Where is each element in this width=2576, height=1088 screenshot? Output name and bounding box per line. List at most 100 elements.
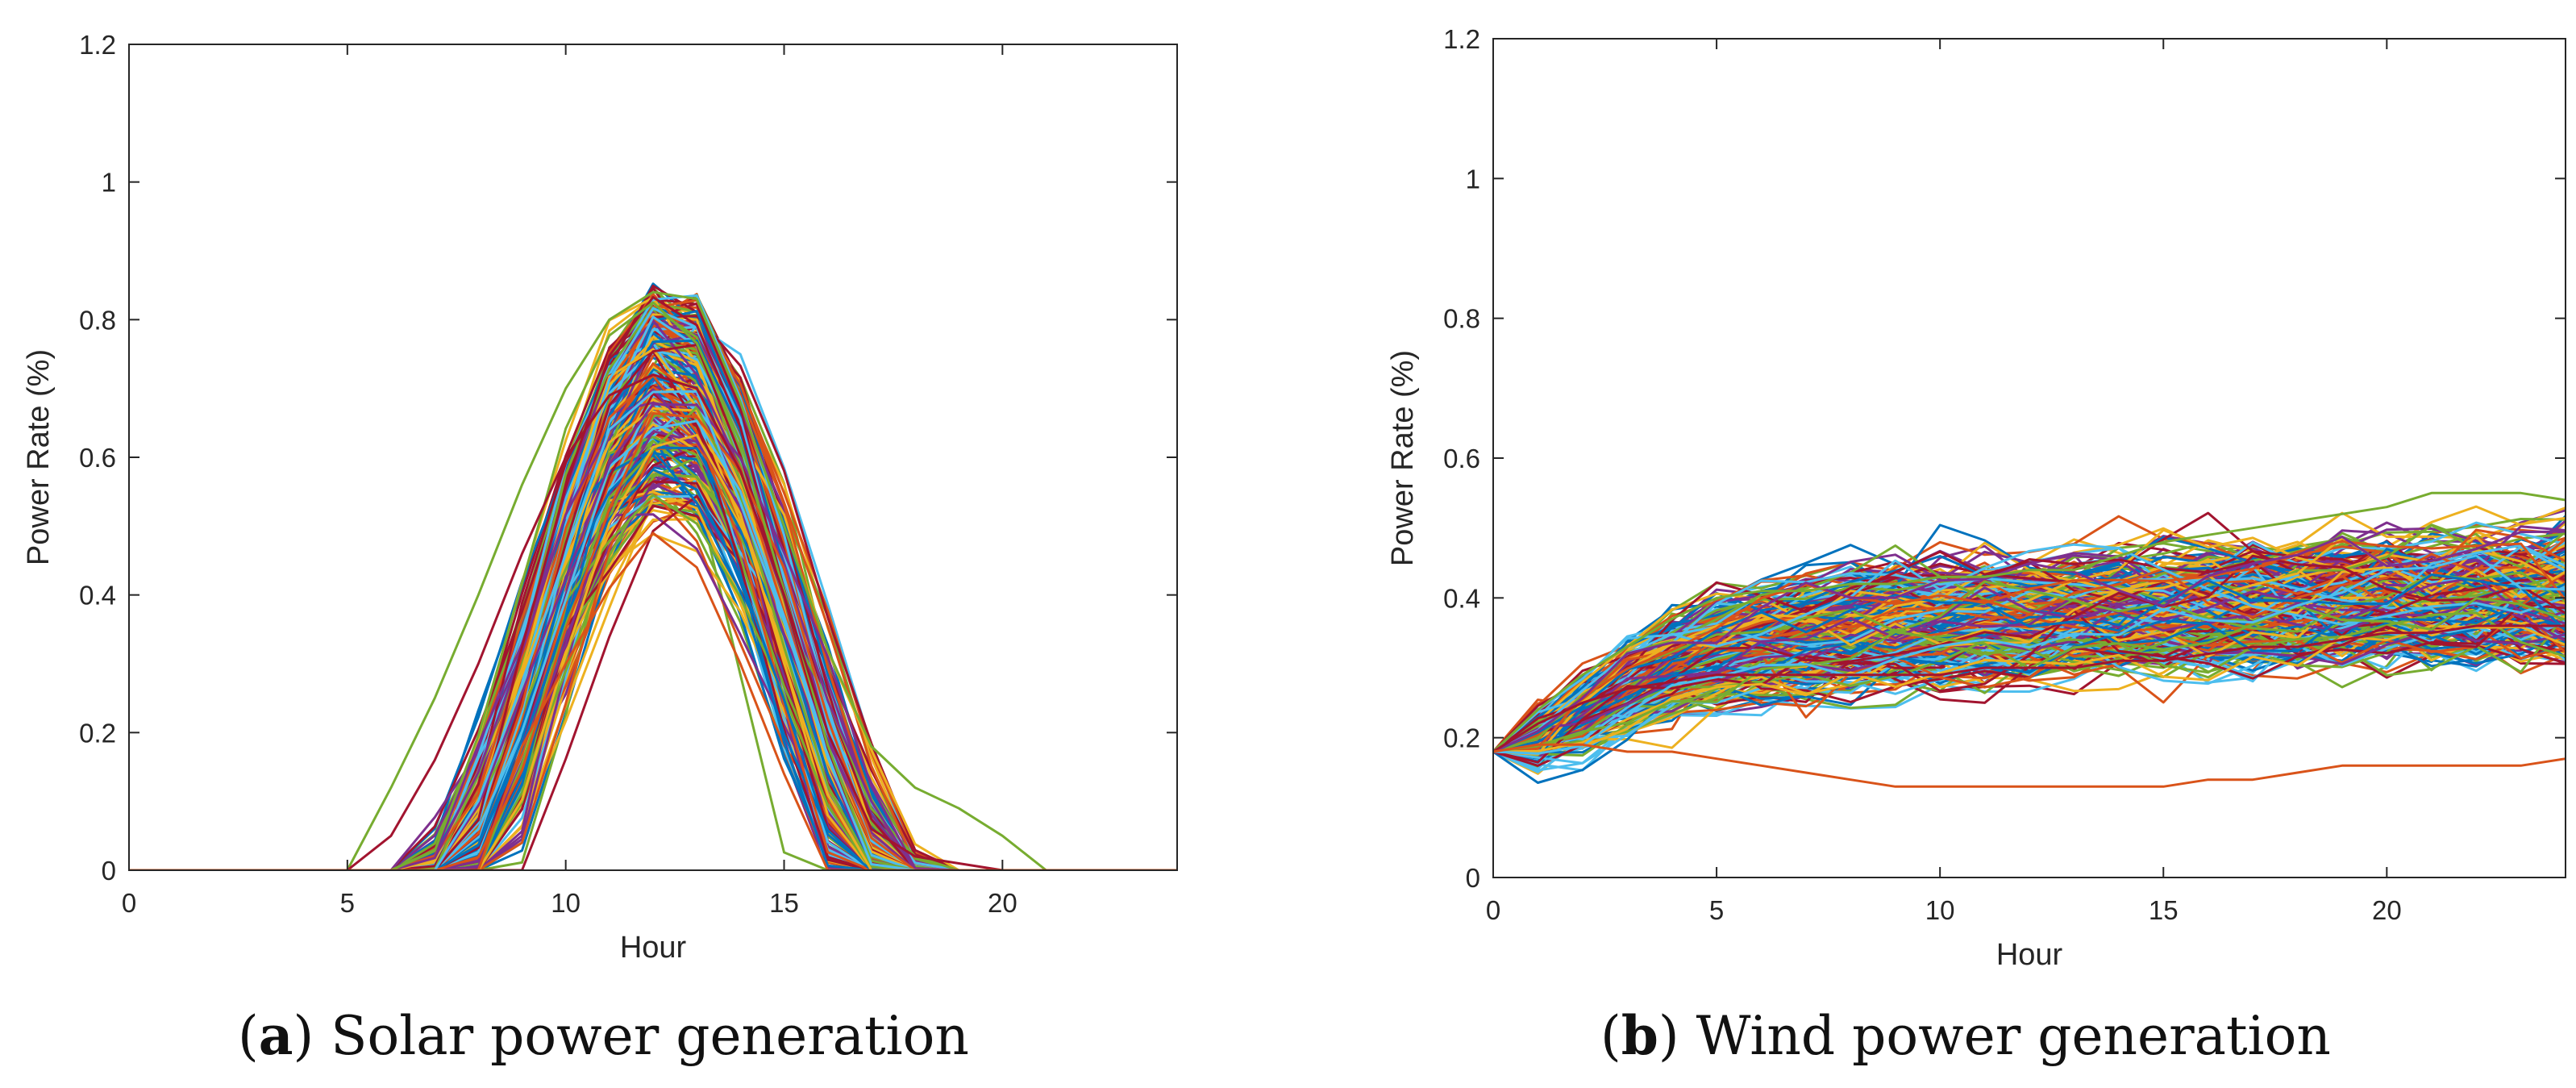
solar-y-tick-label: 1.2: [79, 30, 116, 60]
wind-chart: 0 5 10 15 20 0 0.2 0.4 0.6 0.8 1 1.2 Hour Power Rate …: [1386, 24, 2566, 972]
solar-series-line: [129, 410, 1177, 870]
solar-series-line: [129, 497, 1177, 870]
solar-series-line: [129, 285, 1177, 870]
wind-y-tick-label: 0.4: [1443, 583, 1480, 613]
solar-series-line: [129, 390, 1177, 870]
solar-series-line: [129, 430, 1177, 870]
wind-y-tick-label: 0: [1466, 863, 1480, 893]
solar-series-line: [129, 402, 1177, 870]
solar-y-tick-label: 0: [102, 856, 116, 886]
caption-solar-text: Solar power generation: [331, 1005, 969, 1067]
wind-x-tick-label: 15: [2149, 895, 2179, 925]
solar-series-line: [129, 494, 1177, 870]
solar-series-line: [129, 513, 1177, 870]
wind-series-line: [1493, 598, 2566, 753]
solar-series-line: [129, 509, 1177, 870]
caption-wind-text: Wind power generation: [1696, 1005, 2331, 1067]
wind-series-line: [1493, 540, 2566, 753]
solar-typical-profile-line: [129, 373, 1177, 870]
solar-series-line: [129, 296, 1177, 870]
solar-series-line: [129, 301, 1177, 870]
wind-series-line: [1493, 554, 2566, 755]
solar-series-line: [129, 456, 1177, 870]
solar-series-line: [129, 494, 1177, 870]
solar-series-line: [129, 398, 1177, 870]
solar-series-line: [129, 406, 1177, 870]
solar-series-line: [129, 365, 1177, 870]
solar-series-line: [129, 331, 1177, 870]
wind-typical-profile-line: [1493, 624, 2566, 753]
wind-series-line: [1493, 624, 2566, 753]
solar-series-line: [129, 319, 1177, 870]
wind-y-tick-label: 0.2: [1443, 723, 1480, 753]
wind-plot-background: [1493, 39, 2566, 877]
solar-series-line: [129, 339, 1177, 870]
solar-series-line: [129, 339, 1177, 870]
wind-y-tick-label: 1.2: [1443, 24, 1480, 54]
solar-series-line: [129, 518, 1177, 870]
solar-series-line: [129, 440, 1177, 870]
solar-series-line: [129, 392, 1177, 870]
solar-series-line: [129, 401, 1177, 870]
solar-series-line: [129, 494, 1177, 870]
solar-series-line: [129, 311, 1177, 870]
solar-lowest-profile-line: [129, 531, 1177, 870]
solar-series-line: [129, 482, 1177, 870]
solar-y-tick-label: 0.6: [79, 443, 116, 473]
wind-x-tick-label: 0: [1486, 895, 1500, 925]
solar-x-tick-label: 20: [988, 888, 1017, 918]
wind-y-tick-label: 0.6: [1443, 444, 1480, 473]
solar-series-line: [129, 338, 1177, 870]
caption-wind: (b) Wind power generation: [1600, 1004, 2331, 1067]
solar-series-line: [129, 344, 1177, 870]
solar-series-line: [129, 432, 1177, 870]
wind-series-line: [1493, 530, 2566, 753]
solar-x-axis-label: Hour: [620, 931, 687, 965]
caption-solar-tag: a: [258, 1004, 293, 1067]
solar-series-line: [129, 315, 1177, 870]
solar-series-line: [129, 452, 1177, 870]
wind-series-line: [1493, 594, 2566, 753]
solar-y-tick-label: 1: [102, 168, 116, 198]
wind-series-line: [1493, 548, 2566, 753]
wind-highest-profile-line: [1493, 491, 2566, 753]
wind-y-tick-label: 1: [1466, 164, 1480, 194]
wind-y-tick-label: 0.8: [1443, 304, 1480, 334]
solar-series-line: [129, 385, 1177, 870]
solar-y-tick-label: 0.8: [79, 305, 116, 335]
wind-x-axis-label: Hour: [1996, 938, 2063, 972]
solar-series-line: [129, 313, 1177, 870]
solar-series-line: [129, 453, 1177, 870]
solar-series-line: [129, 306, 1177, 870]
solar-y-tick-label: 0.4: [79, 581, 116, 611]
wind-x-tick-label: 10: [1925, 895, 1955, 925]
wind-series-line: [1493, 602, 2566, 753]
solar-series-line: [129, 282, 1177, 870]
solar-series-line: [129, 433, 1177, 870]
solar-series-line: [129, 368, 1177, 870]
solar-series-line: [129, 386, 1177, 870]
solar-series-line: [129, 490, 1177, 870]
solar-series-line: [129, 319, 1177, 870]
wind-series-line: [1493, 582, 2566, 753]
wind-series-line: [1493, 573, 2566, 753]
wind-x-tick-label: 5: [1709, 895, 1724, 925]
solar-series-line: [129, 469, 1177, 870]
solar-y-tick-label: 0.2: [79, 718, 116, 748]
solar-series-line: [129, 326, 1177, 870]
wind-y-axis-label: Power Rate (%): [1386, 350, 1420, 566]
solar-series-line: [129, 407, 1177, 870]
wind-lowest-profile-line: [1493, 743, 2566, 788]
solar-series-line: [129, 459, 1177, 870]
solar-x-tick-label: 5: [340, 888, 355, 918]
solar-x-tick-label: 0: [122, 888, 136, 918]
solar-series-group: [129, 282, 1177, 870]
caption-wind-tag: b: [1621, 1004, 1658, 1067]
solar-series-line: [129, 468, 1177, 870]
solar-highest-profile-line: [129, 290, 1177, 870]
solar-series-line: [129, 436, 1177, 870]
solar-series-line: [129, 388, 1177, 870]
wind-series-group: [1493, 491, 2566, 788]
